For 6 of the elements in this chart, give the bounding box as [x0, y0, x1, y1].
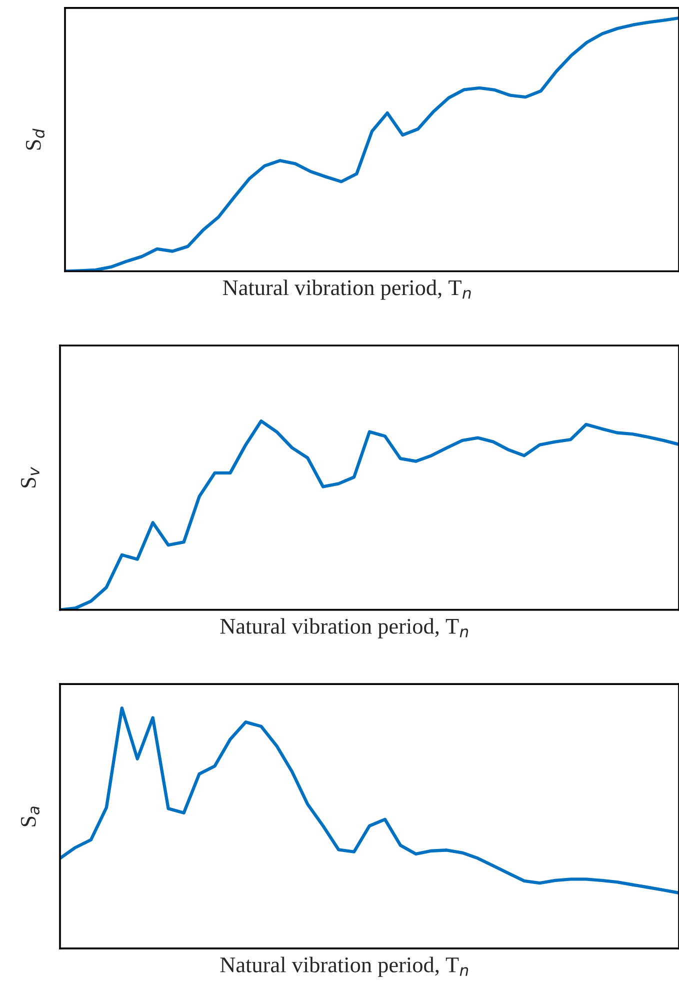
y-axis-title: S$_{d}$: [26, 128, 45, 150]
y-axis-title: S$_{v}$: [20, 466, 40, 488]
x-axis-title: Natural vibration period, T$_{n}$: [222, 280, 471, 300]
x-axis-title: Natural vibration period, T$_{n}$: [220, 956, 468, 977]
x-axis-title: Natural vibration period, T$_{n}$: [220, 618, 468, 638]
y-axis-title: S$_{a}$: [20, 806, 40, 826]
